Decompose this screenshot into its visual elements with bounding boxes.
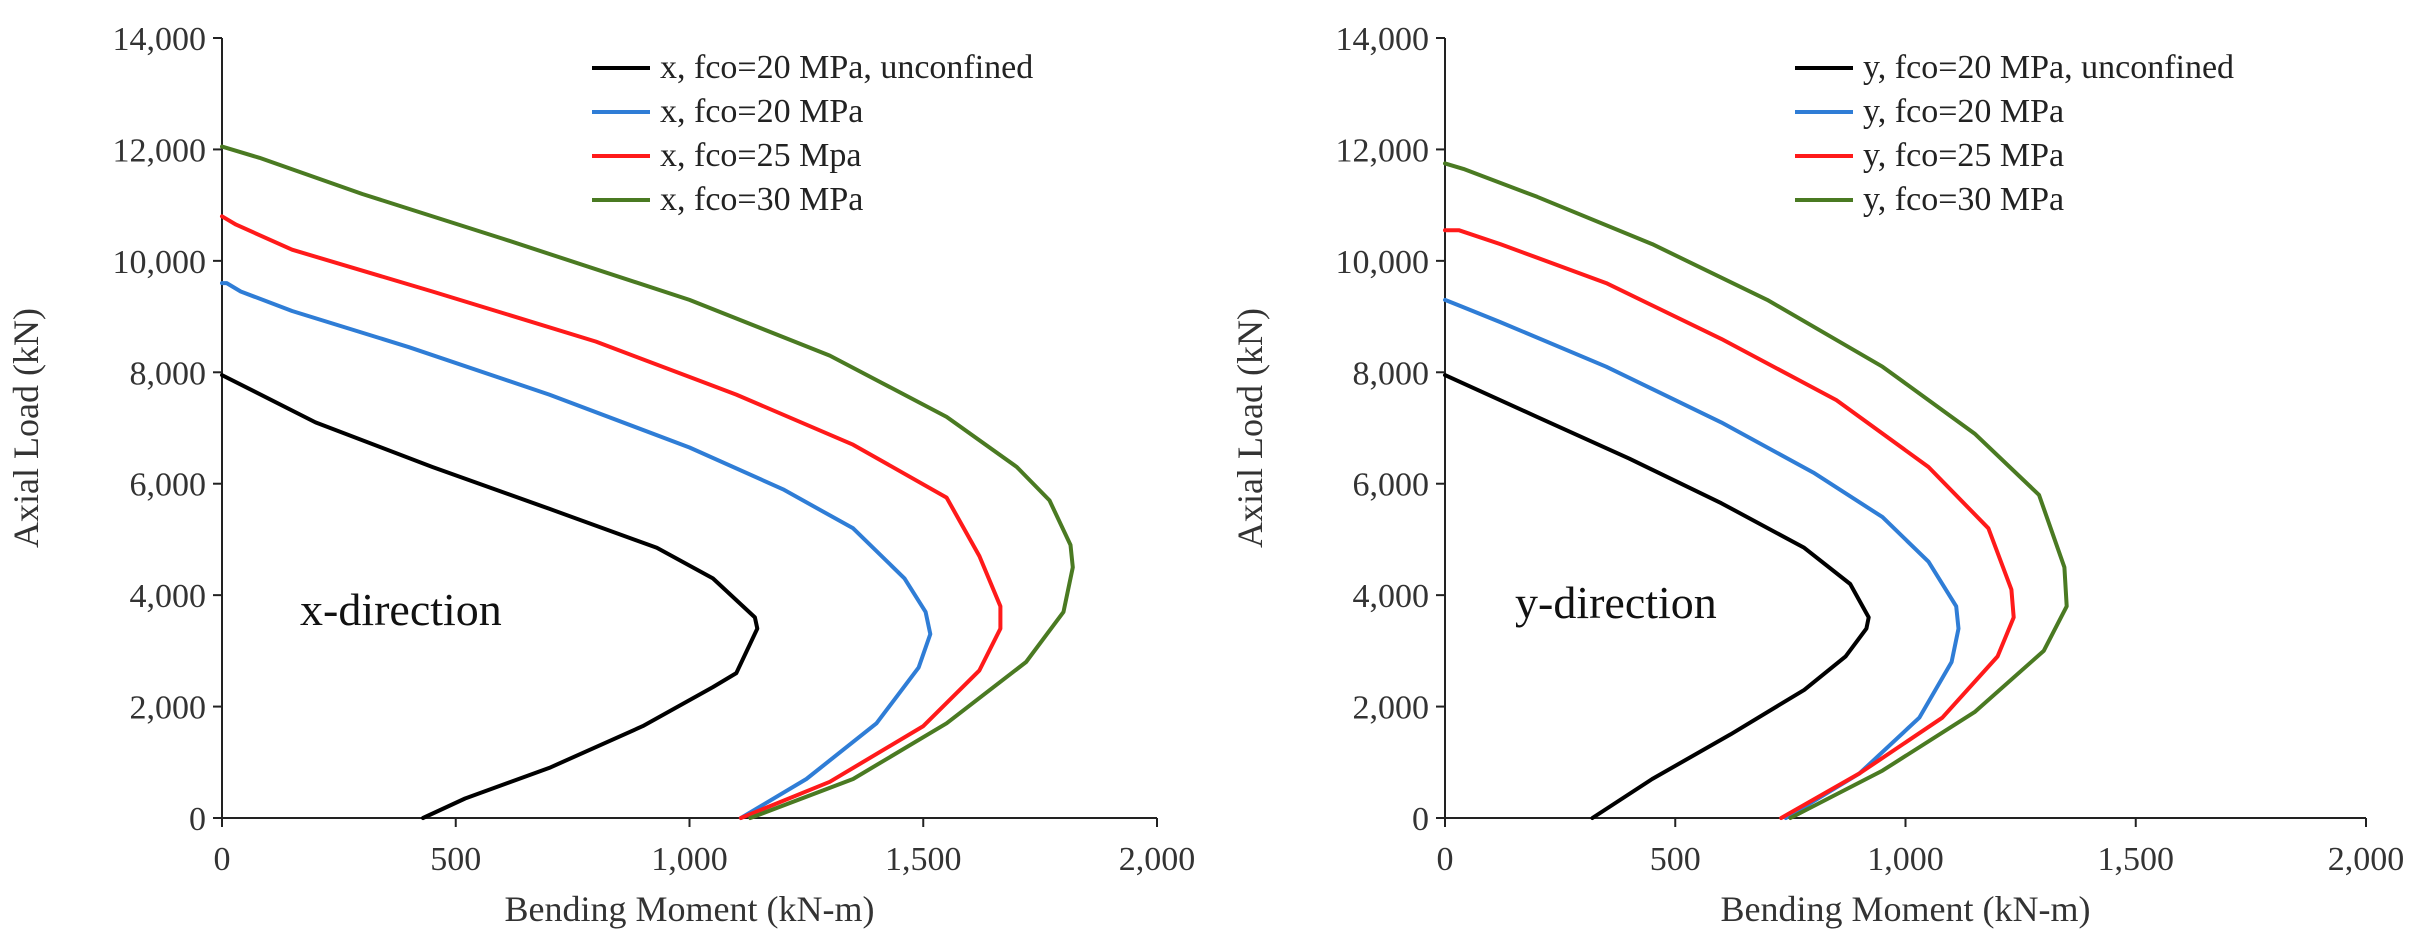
chart-panel-y-direction: 0 2,000 4,000 6,000 8,000 10,000 12,000 14,000 0…	[1230, 21, 2404, 929]
legend-label: x, fco=20 MPa, unconfined	[660, 49, 1033, 86]
legend-label: x, fco=20 MPa	[660, 93, 863, 130]
y-tick-label: 12,000	[113, 132, 207, 169]
series-line-0	[220, 373, 760, 820]
legend-label: x, fco=25 Mpa	[660, 137, 861, 174]
y-tick-label: 10,000	[1336, 244, 1430, 281]
y-tick-label: 10,000	[113, 244, 207, 281]
x-axis-title: Bending Moment (kN-m)	[1721, 889, 2091, 929]
x-tick-label: 2,000	[2328, 841, 2405, 878]
legend-label: y, fco=30 MPa	[1863, 181, 2064, 218]
y-tick-label: 14,000	[113, 21, 207, 58]
x-tick-label: 1,000	[651, 841, 728, 878]
legend-label: y, fco=20 MPa, unconfined	[1863, 49, 2234, 86]
y-tick-label: 6,000	[1353, 467, 1430, 504]
y-tick-label: 4,000	[1353, 578, 1430, 615]
x-tick-label: 500	[1650, 841, 1701, 878]
y-tick-label: 12,000	[1336, 132, 1430, 169]
y-tick-label: 4,000	[130, 578, 207, 615]
x-tick-label: 1,500	[2098, 841, 2175, 878]
series-line-1	[1443, 297, 1961, 820]
y-tick-label: 0	[189, 801, 206, 838]
x-tick-label: 500	[430, 841, 481, 878]
y-tick-label: 8,000	[130, 355, 207, 392]
legend-label: y, fco=20 MPa	[1863, 93, 2064, 130]
x-tick-label: 0	[214, 841, 231, 878]
chart-panel-x-direction: 0 2,000 4,000 6,000 8,000 10,000 12,000 14,000 0…	[6, 21, 1195, 929]
direction-annotation: x-direction	[300, 584, 502, 635]
y-tick-label: 8,000	[1353, 355, 1430, 392]
series-line-1	[220, 281, 933, 820]
x-tick-label: 1,000	[1867, 841, 1944, 878]
y-tick-label: 2,000	[1353, 690, 1430, 727]
legend-label: y, fco=25 MPa	[1863, 137, 2064, 174]
direction-annotation: y-direction	[1515, 577, 1717, 628]
x-tick-label: 2,000	[1119, 841, 1196, 878]
y-tick-label: 0	[1412, 801, 1429, 838]
x-tick-label: 1,500	[885, 841, 962, 878]
y-axis-title: Axial Load (kN)	[1230, 308, 1270, 548]
y-tick-label: 6,000	[130, 467, 207, 504]
y-tick-label: 14,000	[1336, 21, 1430, 58]
x-axis-title: Bending Moment (kN-m)	[505, 889, 875, 929]
series-line-3	[1443, 161, 2069, 820]
y-axis-title: Axial Load (kN)	[6, 308, 46, 548]
y-tick-label: 2,000	[130, 690, 207, 727]
legend-label: x, fco=30 MPa	[660, 181, 863, 218]
series-line-3	[220, 144, 1075, 820]
series-line-2	[220, 214, 1003, 820]
series-line-2	[1443, 228, 2016, 820]
x-tick-label: 0	[1437, 841, 1454, 878]
series-line-0	[1443, 373, 1871, 820]
